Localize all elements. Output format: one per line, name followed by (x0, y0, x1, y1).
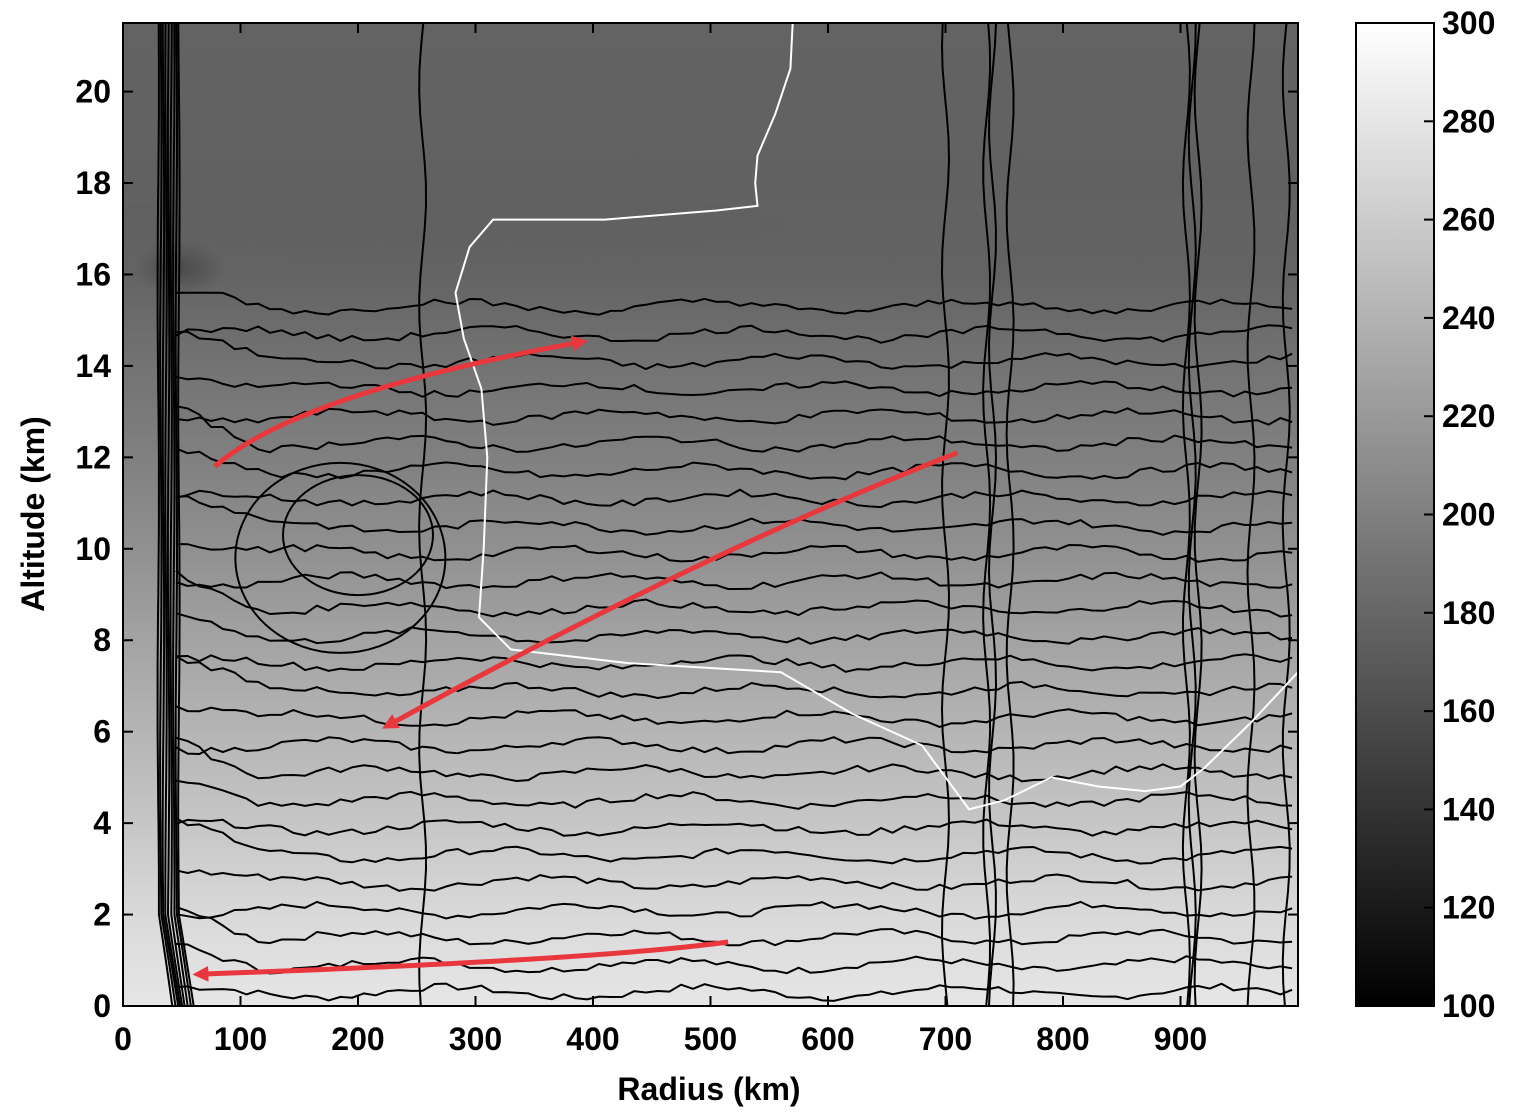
colorbar-tick-label: 100 (1442, 988, 1495, 1024)
contour-line (175, 495, 1293, 536)
y-tick-label: 2 (93, 897, 111, 933)
y-tick-label: 0 (93, 988, 111, 1024)
y-tick-label: 4 (93, 805, 111, 841)
contour-line (175, 324, 1293, 344)
x-tick-label: 0 (114, 1021, 132, 1057)
colorbar-tick-label: 140 (1442, 791, 1495, 827)
contour-line (177, 23, 195, 1006)
x-tick-label: 200 (331, 1021, 384, 1057)
flow-arrow (213, 335, 588, 469)
colorbar-tick-label: 300 (1442, 5, 1495, 41)
x-axis: 0 100 200 300 400 500 600 700 800 900 (114, 23, 1207, 1057)
contour-line (175, 407, 1293, 426)
contour-line (169, 23, 186, 1006)
contour-line (418, 23, 428, 1006)
contour-line (175, 655, 1293, 700)
y-tick-label: 8 (93, 622, 111, 658)
flow-arrow (382, 450, 959, 729)
contour-line (175, 291, 1293, 316)
contour-line (175, 869, 1293, 892)
contour-line (175, 569, 1293, 618)
y-tick-label: 18 (75, 165, 111, 201)
contour-line (161, 23, 180, 1006)
colorbar-tick-label: 200 (1442, 497, 1495, 533)
y-tick-label: 6 (93, 714, 111, 750)
y-tick-label: 12 (75, 439, 111, 475)
y-axis: 0 2 4 6 8 10 12 14 16 18 20 (75, 74, 1298, 1024)
contour-line (175, 705, 1293, 728)
colorbar-ticks: 100 120 140 160 180 200 220 240 260 280 300 (1424, 5, 1495, 1024)
contour-line (175, 736, 1293, 756)
x-tick-label: 300 (449, 1021, 502, 1057)
contour-line (1281, 23, 1291, 1006)
contour-line (172, 23, 189, 1006)
colorbar-tick-label: 260 (1442, 202, 1495, 238)
y-tick-label: 14 (75, 348, 111, 384)
x-tick-label: 900 (1154, 1021, 1207, 1057)
contour-line (175, 653, 1293, 673)
flow-arrows (192, 335, 959, 982)
contour-line (175, 900, 1293, 920)
colorbar-tick-label: 160 (1442, 693, 1495, 729)
contour-line (1181, 23, 1191, 1006)
x-tick-label: 400 (566, 1021, 619, 1057)
contour-line (159, 23, 177, 1006)
y-tick-label: 20 (75, 74, 111, 110)
y-tick-label: 10 (75, 531, 111, 567)
contour-line (156, 23, 174, 1006)
contour-line (1005, 23, 1015, 1006)
y-tick-label: 16 (75, 256, 111, 292)
contour-line (175, 612, 1293, 645)
contour-line (1187, 23, 1197, 1006)
colorbar-tick-label: 240 (1442, 300, 1495, 336)
colorbar-tick-label: 280 (1442, 103, 1495, 139)
contour-line (175, 543, 1293, 563)
x-tick-label: 700 (919, 1021, 972, 1057)
contour-line (175, 982, 1293, 1002)
contour-loop (234, 461, 447, 654)
white-contour-line (454, 23, 1298, 811)
contour-line (982, 23, 992, 1006)
x-tick-label: 800 (1036, 1021, 1089, 1057)
x-tick-label: 600 (801, 1021, 854, 1057)
contour-line (175, 330, 1293, 371)
contour-line (175, 488, 1293, 509)
plot-background (123, 23, 1298, 1006)
x-tick-label: 500 (684, 1021, 737, 1057)
contour-line (175, 375, 1293, 398)
colorbar-tick-label: 220 (1442, 398, 1495, 434)
colorbar-tick-label: 120 (1442, 890, 1495, 926)
colorbar-tick-label: 180 (1442, 595, 1495, 631)
contour-lines (156, 23, 1293, 1006)
colorbar (1355, 22, 1435, 1007)
tropopause-dark-band (123, 190, 790, 260)
contour-line (175, 818, 1293, 837)
contour-line (175, 816, 1293, 865)
contour-line (1246, 23, 1256, 1006)
contour-line (164, 23, 182, 1006)
x-tick-label: 100 (214, 1021, 267, 1057)
contour-line (987, 23, 998, 1006)
contour-line (1193, 23, 1203, 1006)
contour-line (940, 23, 951, 1006)
contour-line (175, 906, 1293, 947)
contour-line (175, 942, 1293, 975)
flow-arrow (192, 939, 729, 982)
contour-loop (282, 474, 434, 597)
contour-line (175, 571, 1293, 590)
contour-line (174, 23, 192, 1006)
x-axis-label: Radius (km) (617, 1071, 800, 1107)
contour-line (166, 23, 184, 1006)
contour-line (175, 779, 1293, 810)
contour-line (175, 405, 1293, 454)
contour-line (175, 736, 1293, 783)
contour-line (175, 447, 1293, 481)
y-axis-label: Altitude (km) (15, 416, 51, 612)
